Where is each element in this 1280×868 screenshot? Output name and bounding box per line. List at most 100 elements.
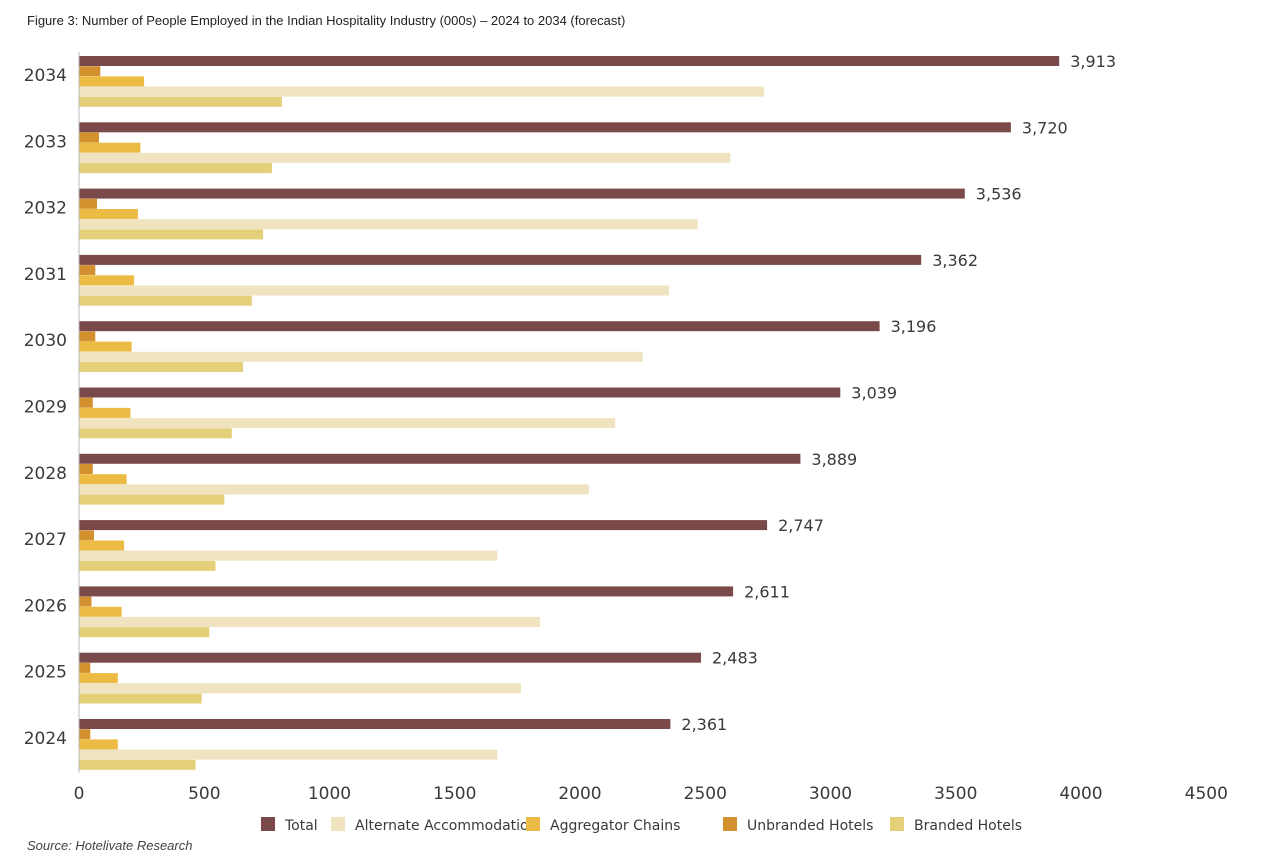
data-label-total-2026: 2,611	[744, 582, 790, 601]
bar-unbranded-hotels-2027	[79, 530, 94, 540]
legend-label-total: Total	[284, 818, 318, 834]
legend-label-branded-hotels: Branded Hotels	[914, 818, 1022, 834]
category-label-2028: 2028	[24, 464, 67, 484]
bar-alternate-accommodation-2027	[79, 551, 497, 561]
bar-total-2030	[79, 321, 880, 331]
bar-total-2029	[79, 388, 840, 398]
bar-aggregator-chains-2028	[79, 474, 127, 484]
x-tick-label-0: 0	[74, 784, 85, 804]
bar-alternate-accommodation-2032	[79, 219, 698, 229]
bar-aggregator-chains-2030	[79, 342, 132, 352]
bar-aggregator-chains-2034	[79, 76, 144, 86]
data-label-total-2030: 3,196	[891, 317, 937, 336]
bar-alternate-accommodation-2025	[79, 683, 521, 693]
bar-total-2028	[79, 454, 800, 464]
bar-branded-hotels-2027	[79, 561, 216, 571]
bar-group	[79, 56, 1059, 770]
bar-unbranded-hotels-2028	[79, 464, 93, 474]
bar-branded-hotels-2024	[79, 760, 196, 770]
category-label-2027: 2027	[24, 530, 67, 550]
legend-label-aggregator-chains: Aggregator Chains	[550, 818, 680, 834]
category-label-2025: 2025	[24, 663, 67, 683]
data-label-total-2029: 3,039	[851, 384, 897, 403]
bar-alternate-accommodation-2026	[79, 617, 540, 627]
bar-branded-hotels-2028	[79, 495, 224, 505]
category-label-2034: 2034	[24, 66, 67, 86]
bar-aggregator-chains-2029	[79, 408, 130, 418]
x-tick-label-1000: 1000	[308, 784, 351, 804]
category-label-2031: 2031	[24, 265, 67, 285]
x-axis: 0 500 1000 1500 2000 2500 3000 3500 4000 4500	[74, 784, 1228, 804]
category-label-2029: 2029	[24, 398, 67, 418]
bar-branded-hotels-2034	[79, 97, 282, 107]
bar-aggregator-chains-2024	[79, 739, 118, 749]
data-label-total-2033: 3,720	[1022, 118, 1068, 137]
category-axis: 2034 2033 2032 2031 2030 2029 2028 2027 2026 2025…	[24, 66, 67, 749]
bar-alternate-accommodation-2029	[79, 418, 615, 428]
bar-branded-hotels-2029	[79, 428, 232, 438]
bar-unbranded-hotels-2031	[79, 265, 95, 275]
bar-unbranded-hotels-2032	[79, 199, 97, 209]
bar-total-2025	[79, 653, 701, 663]
bar-branded-hotels-2032	[79, 229, 263, 239]
bar-unbranded-hotels-2030	[79, 331, 95, 341]
bar-alternate-accommodation-2034	[79, 87, 764, 97]
bar-aggregator-chains-2027	[79, 541, 124, 551]
data-label-total-2031: 3,362	[932, 251, 978, 270]
x-tick-label-3000: 3000	[809, 784, 852, 804]
legend-label-unbranded-hotels: Unbranded Hotels	[747, 818, 873, 834]
bar-alternate-accommodation-2028	[79, 484, 589, 494]
data-label-total-2024: 2,361	[681, 715, 727, 734]
bar-total-2024	[79, 719, 670, 729]
x-tick-label-2000: 2000	[558, 784, 601, 804]
bar-unbranded-hotels-2029	[79, 398, 93, 408]
x-tick-label-4000: 4000	[1059, 784, 1102, 804]
bar-unbranded-hotels-2033	[79, 133, 99, 143]
bar-total-2026	[79, 586, 733, 596]
bar-branded-hotels-2033	[79, 163, 272, 173]
legend-label-alternate-accommodation: Alternate Accommodation	[355, 818, 538, 834]
x-tick-label-4500: 4500	[1185, 784, 1228, 804]
data-label-total-2028: 3,889	[811, 450, 857, 469]
data-label-total-2032: 3,536	[976, 185, 1022, 204]
bar-branded-hotels-2030	[79, 362, 243, 372]
data-label-total-2025: 2,483	[712, 649, 758, 668]
bar-alternate-accommodation-2024	[79, 750, 497, 760]
chart-source: Source: Hotelivate Research	[27, 838, 192, 853]
bar-branded-hotels-2026	[79, 627, 209, 637]
category-label-2026: 2026	[24, 596, 67, 616]
bar-aggregator-chains-2025	[79, 673, 118, 683]
legend-swatch-total	[261, 817, 275, 831]
legend: Total Alternate Accommodation Aggregator C…	[261, 817, 1022, 834]
category-label-2032: 2032	[24, 199, 67, 219]
x-tick-label-1500: 1500	[433, 784, 476, 804]
bar-alternate-accommodation-2030	[79, 352, 643, 362]
bar-total-2034	[79, 56, 1059, 66]
bar-aggregator-chains-2032	[79, 209, 138, 219]
bar-total-2032	[79, 189, 965, 199]
category-label-2033: 2033	[24, 132, 67, 152]
x-tick-label-2500: 2500	[684, 784, 727, 804]
bar-total-2033	[79, 122, 1011, 132]
bar-total-2027	[79, 520, 767, 530]
bar-unbranded-hotels-2024	[79, 729, 90, 739]
bar-aggregator-chains-2026	[79, 607, 122, 617]
bar-alternate-accommodation-2031	[79, 286, 669, 296]
bar-branded-hotels-2031	[79, 296, 252, 306]
legend-swatch-unbranded-hotels	[723, 817, 737, 831]
x-tick-label-3500: 3500	[934, 784, 977, 804]
data-label-total-2034: 3,913	[1070, 52, 1116, 71]
bar-branded-hotels-2025	[79, 694, 202, 704]
legend-swatch-branded-hotels	[890, 817, 904, 831]
data-label-total-2027: 2,747	[778, 516, 824, 535]
category-label-2024: 2024	[24, 729, 67, 749]
bar-alternate-accommodation-2033	[79, 153, 730, 163]
bar-unbranded-hotels-2025	[79, 663, 90, 673]
x-tick-label-500: 500	[188, 784, 220, 804]
bar-aggregator-chains-2033	[79, 143, 140, 153]
legend-swatch-alternate-accommodation	[331, 817, 345, 831]
bar-unbranded-hotels-2034	[79, 66, 100, 76]
legend-swatch-aggregator-chains	[526, 817, 540, 831]
bar-unbranded-hotels-2026	[79, 597, 92, 607]
category-label-2030: 2030	[24, 331, 67, 351]
